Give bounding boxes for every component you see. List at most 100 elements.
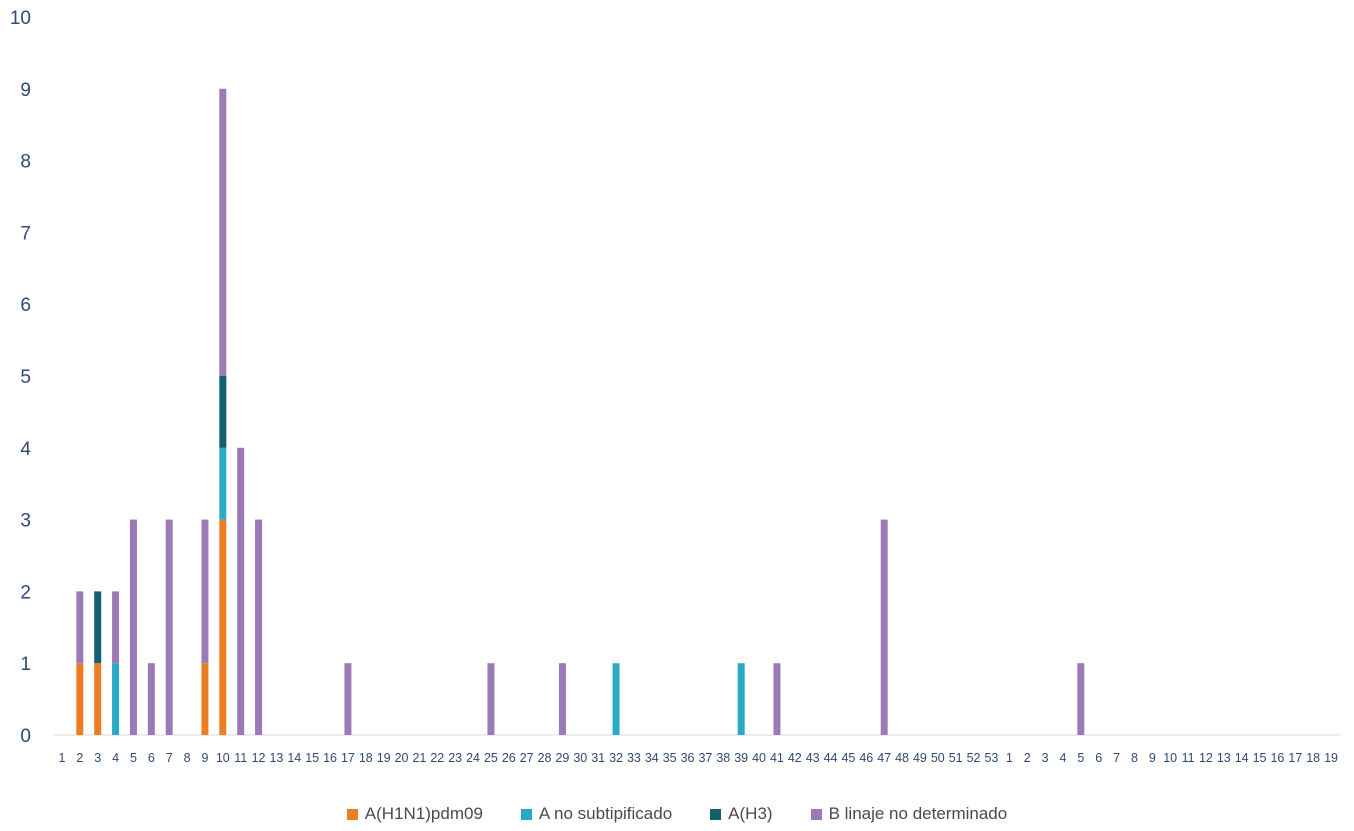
legend-item: A(H1N1)pdm09	[346, 804, 483, 824]
x-tick-label: 12	[1199, 751, 1213, 765]
x-tick-label: 17	[1288, 751, 1302, 765]
bar-segment	[112, 663, 120, 735]
x-tick-label: 18	[359, 751, 373, 765]
x-tick-label: 37	[698, 751, 712, 765]
x-tick-label: 4	[1059, 751, 1066, 765]
legend-swatch	[520, 808, 532, 820]
bar-segment	[76, 663, 84, 735]
x-tick-label: 11	[1182, 751, 1195, 765]
x-tick-label: 44	[824, 751, 838, 765]
y-tick-label: 2	[20, 582, 31, 603]
x-tick-label: 3	[94, 751, 101, 765]
bar-segment	[94, 663, 102, 735]
legend-label: B linaje no determinado	[828, 804, 1008, 823]
legend-swatch	[810, 808, 822, 820]
x-tick-label: 46	[859, 751, 873, 765]
x-tick-label: 7	[166, 751, 173, 765]
legend-label: A(H1N1)pdm09	[364, 804, 483, 823]
x-tick-label: 23	[448, 751, 462, 765]
bar-segment	[558, 663, 566, 735]
x-tick-label: 1	[58, 751, 65, 765]
x-tick-label: 7	[1113, 751, 1120, 765]
bar-segment	[737, 663, 745, 735]
x-tick-label: 53	[984, 751, 998, 765]
x-tick-label: 39	[734, 751, 748, 765]
bar-segment	[76, 591, 84, 664]
x-tick-label: 41	[770, 751, 784, 765]
x-axis-ticks: 1 2 3 4 5 6 7 8 9 10 11 12 13 14 15 16 17 18 19 20 21 22 23 24 2…	[58, 751, 1338, 765]
x-tick-label: 21	[412, 751, 426, 765]
legend-swatch	[710, 808, 722, 820]
bar-segment	[94, 591, 102, 664]
x-tick-label: 8	[1131, 751, 1138, 765]
x-tick-label: 31	[591, 751, 605, 765]
x-tick-label: 11	[234, 751, 247, 765]
x-tick-label: 29	[555, 751, 569, 765]
x-tick-label: 4	[112, 751, 119, 765]
y-tick-label: 10	[10, 8, 31, 29]
x-tick-label: 25	[484, 751, 498, 765]
bar-segment	[201, 663, 209, 735]
x-tick-label: 10	[216, 751, 230, 765]
bar-segment	[219, 88, 227, 377]
x-tick-label: 6	[1095, 751, 1102, 765]
x-tick-label: 26	[502, 751, 516, 765]
x-tick-label: 40	[752, 751, 766, 765]
bar-segment	[773, 663, 781, 735]
bar-segment	[219, 519, 227, 735]
y-tick-label: 8	[20, 152, 31, 173]
x-tick-label: 5	[1077, 751, 1084, 765]
x-tick-label: 34	[645, 751, 659, 765]
bars-group	[76, 88, 1085, 735]
x-tick-label: 2	[1024, 751, 1031, 765]
x-tick-label: 45	[841, 751, 855, 765]
x-tick-label: 38	[716, 751, 730, 765]
bar-segment	[880, 519, 888, 735]
x-tick-label: 33	[627, 751, 641, 765]
x-tick-label: 12	[252, 751, 266, 765]
x-tick-label: 27	[520, 751, 534, 765]
y-axis-ticks: 0 1 2 3 4 5 6 7 8 9 10	[10, 8, 32, 747]
bar-segment	[129, 519, 137, 735]
bar-segment	[147, 663, 155, 735]
x-tick-label: 16	[323, 751, 337, 765]
x-tick-label: 35	[663, 751, 677, 765]
x-tick-label: 15	[1253, 751, 1267, 765]
x-tick-label: 2	[76, 751, 83, 765]
x-tick-label: 3	[1042, 751, 1049, 765]
x-tick-label: 48	[895, 751, 909, 765]
legend-item: A(H3)	[710, 804, 773, 824]
x-tick-label: 6	[148, 751, 155, 765]
x-tick-label: 32	[609, 751, 623, 765]
bar-segment	[487, 663, 495, 735]
y-tick-label: 1	[20, 654, 31, 675]
x-tick-label: 10	[1163, 751, 1177, 765]
bar-segment	[237, 447, 245, 735]
legend: A(H1N1)pdm09 A no subtipificado A(H3) B lin…	[0, 804, 1354, 824]
legend-item: B linaje no determinado	[810, 804, 1008, 824]
bar-segment	[165, 519, 173, 735]
x-tick-label: 1	[1006, 751, 1013, 765]
x-tick-label: 49	[913, 751, 927, 765]
bar-segment	[219, 447, 227, 520]
x-tick-label: 5	[130, 751, 137, 765]
x-tick-label: 8	[184, 751, 191, 765]
bar-segment	[201, 519, 209, 664]
bar-segment	[219, 376, 227, 448]
x-tick-label: 52	[967, 751, 981, 765]
x-tick-label: 20	[395, 751, 409, 765]
bar-segment	[255, 519, 263, 735]
y-tick-label: 3	[20, 511, 31, 532]
x-tick-label: 19	[1324, 751, 1338, 765]
x-tick-label: 15	[305, 751, 319, 765]
x-tick-label: 13	[1217, 751, 1231, 765]
x-tick-label: 18	[1306, 751, 1320, 765]
x-tick-label: 17	[341, 751, 355, 765]
legend-label: A no subtipificado	[538, 804, 673, 823]
legend-swatch	[346, 808, 358, 820]
x-tick-label: 14	[287, 751, 301, 765]
x-tick-label: 28	[538, 751, 552, 765]
x-tick-label: 9	[201, 751, 208, 765]
y-tick-label: 7	[20, 223, 31, 244]
bar-segment	[344, 663, 352, 735]
